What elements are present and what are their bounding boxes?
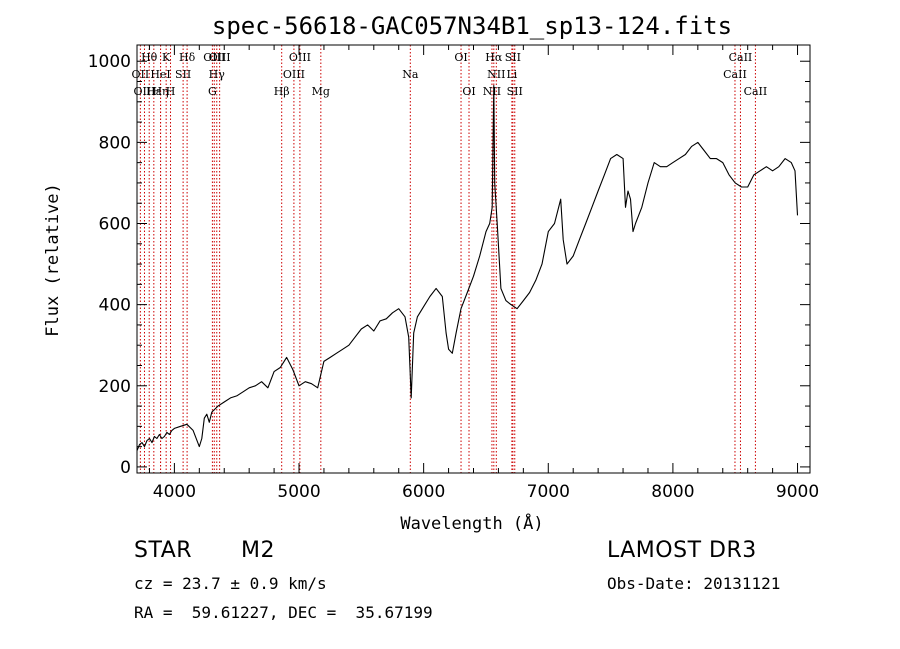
line-label-14: Hβ (274, 85, 290, 98)
line-label-25: Li (506, 68, 517, 81)
coordinates: RA = 59.61227, DEC = 35.67199 (134, 603, 433, 622)
line-label-7: H (166, 85, 176, 98)
line-label-17: Mg (312, 85, 330, 98)
line-label-4: Hη (152, 85, 168, 98)
line-label-29: CaII (744, 85, 768, 98)
line-label-23: NII (487, 68, 505, 81)
redshift-value: cz = 23.7 ± 0.9 km/s (134, 574, 327, 593)
line-label-12: G (208, 85, 217, 98)
spectral-line-markers (139, 45, 756, 473)
line-label-26: SII (507, 85, 523, 98)
line-label-8: SII (175, 68, 191, 81)
line-label-1: OII (132, 68, 150, 81)
line-label-9: Hδ (179, 51, 196, 64)
survey-label: LAMOST DR3 (607, 538, 757, 563)
object-class: STAR (134, 538, 193, 563)
y-tick-label-200: 200 (99, 377, 131, 397)
line-label-19: OI (454, 51, 467, 64)
y-tick-label-1000: 1000 (88, 52, 131, 72)
x-tick-label-4000: 4000 (153, 482, 196, 502)
y-tick-label-0: 0 (120, 458, 131, 478)
x-tick-label-9000: 9000 (776, 482, 819, 502)
line-label-0: Hθ (141, 51, 158, 64)
line-label-24: SII (505, 51, 521, 64)
x-tick-label-8000: 8000 (651, 482, 694, 502)
line-label-22: Hα (485, 51, 503, 64)
y-tick-label-400: 400 (99, 296, 131, 316)
line-label-21: NII (483, 85, 501, 98)
x-tick-label-7000: 7000 (527, 482, 570, 502)
flux-series (136, 85, 799, 451)
plot-axes: 4000 5000 6000 7000 8000 9000 0 200 400 600 800 100… (88, 44, 819, 502)
y-tick-label-600: 600 (99, 215, 131, 235)
x-axis-label: Wavelength (Å) (400, 512, 543, 534)
flux-line-0 (136, 85, 799, 451)
line-label-5: HeI (150, 68, 170, 81)
x-tick-label-6000: 6000 (402, 482, 445, 502)
line-label-3: Hε (146, 85, 162, 98)
y-axis-label: Flux (relative) (43, 183, 63, 337)
line-label-10: OIII (203, 51, 225, 64)
line-label-6: K (162, 51, 171, 64)
line-label-18: Na (402, 68, 419, 81)
line-label-28: CaII (729, 51, 753, 64)
line-label-2: OIII (133, 85, 155, 98)
chart-title: spec-56618-GAC057N34B1_sp13-124.fits (212, 12, 732, 40)
line-label-13: OIII (209, 51, 231, 64)
line-label-15: OIII (283, 68, 305, 81)
line-label-27: CaII (723, 68, 747, 81)
observation-date: Obs-Date: 20131121 (607, 574, 781, 593)
line-label-20: OI (462, 85, 475, 98)
x-tick-label-5000: 5000 (277, 482, 320, 502)
plot-frame (136, 44, 811, 474)
object-subclass: M2 (241, 538, 275, 563)
line-label-16: OIII (289, 51, 311, 64)
line-label-11: Hγ (209, 68, 226, 81)
y-tick-label-800: 800 (99, 133, 131, 153)
